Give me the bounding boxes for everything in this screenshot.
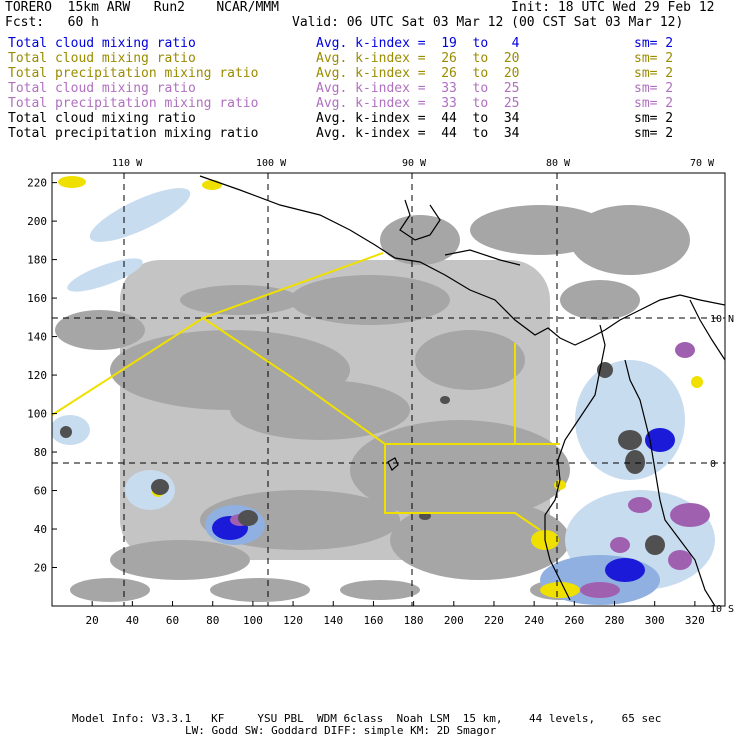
legend-field: Total precipitation mixing ratio — [8, 96, 259, 111]
legend-index: Avg. k-index = 33 to 25 — [316, 96, 520, 111]
x-tick-marks — [91, 601, 696, 606]
legend-field: Total cloud mixing ratio — [8, 111, 196, 126]
legend-sm: sm= 2 — [634, 111, 674, 126]
y-tick-label: 20 — [34, 562, 47, 575]
legend-index: Avg. k-index = 33 to 25 — [316, 81, 520, 96]
lat-label: 0 — [710, 459, 716, 470]
lon-label: 100 W — [256, 158, 287, 169]
x-tick-label: 300 — [645, 614, 665, 627]
legend-index: Avg. k-index = 26 to 20 — [316, 66, 520, 81]
x-tick-label: 100 — [243, 614, 263, 627]
y-tick-label: 180 — [27, 254, 47, 267]
model-title: TORERO 15km ARW Run2 NCAR/MMM — [5, 0, 279, 15]
legend-sm: sm= 2 — [634, 81, 674, 96]
legend-field: Total cloud mixing ratio — [8, 51, 196, 66]
y-tick-label: 120 — [27, 369, 47, 382]
y-tick-label: 80 — [34, 446, 47, 459]
x-tick-label: 120 — [283, 614, 303, 627]
legend-sm: sm= 2 — [634, 36, 674, 51]
x-tick-label: 180 — [404, 614, 424, 627]
init-time: Init: 18 UTC Wed 29 Feb 12 — [511, 0, 715, 15]
x-tick-label: 80 — [206, 614, 219, 627]
y-tick-label: 40 — [34, 523, 47, 536]
grid-lines — [52, 173, 725, 606]
lon-label: 70 W — [690, 158, 715, 169]
y-tick-label: 100 — [27, 408, 47, 421]
legend-sm: sm= 2 — [634, 66, 674, 81]
legend-sm: sm= 2 — [634, 96, 674, 111]
lon-label: 110 W — [112, 158, 143, 169]
x-tick-label: 140 — [323, 614, 343, 627]
legend-index: Avg. k-index = 26 to 20 — [316, 51, 520, 66]
forecast-hour: Fcst: 60 h — [5, 15, 99, 30]
legend-index: Avg. k-index = 44 to 34 — [316, 111, 520, 126]
x-tick-label: 220 — [484, 614, 504, 627]
region-boundaries — [52, 252, 560, 531]
x-tick-label: 320 — [685, 614, 705, 627]
y-tick-label: 140 — [27, 331, 47, 344]
coastlines — [199, 175, 725, 606]
valid-time: Valid: 06 UTC Sat 03 Mar 12 (00 CST Sat … — [292, 15, 684, 30]
lon-label: 90 W — [402, 158, 427, 169]
lat-label: 10 S — [710, 604, 734, 615]
model-info: Model Info: V3.3.1 KF YSU PBL WDM 6class… — [72, 712, 662, 725]
legend-sm: sm= 2 — [634, 51, 674, 66]
legend-sm: sm= 2 — [634, 126, 674, 141]
x-tick-label: 40 — [126, 614, 139, 627]
y-tick-label: 60 — [34, 485, 47, 498]
plot-frame — [51, 172, 726, 607]
x-tick-label: 260 — [564, 614, 584, 627]
y-tick-label: 220 — [27, 177, 47, 190]
legend-field: Total precipitation mixing ratio — [8, 126, 259, 141]
x-tick-label: 280 — [605, 614, 625, 627]
lon-label: 80 W — [546, 158, 571, 169]
legend-field: Total cloud mixing ratio — [8, 81, 196, 96]
x-tick-label: 200 — [444, 614, 464, 627]
x-tick-label: 160 — [363, 614, 383, 627]
legend-field: Total precipitation mixing ratio — [8, 66, 259, 81]
purple-precip-areas — [230, 342, 710, 598]
y-tick-marks — [52, 182, 57, 569]
legend-field: Total cloud mixing ratio — [8, 36, 196, 51]
legend-index: Avg. k-index = 44 to 34 — [316, 126, 520, 141]
legend-index: Avg. k-index = 19 to 4 — [316, 36, 520, 51]
x-tick-label: 240 — [524, 614, 544, 627]
x-tick-label: 60 — [166, 614, 179, 627]
y-tick-label: 200 — [27, 215, 47, 228]
dark-cloud-cores — [60, 362, 665, 555]
lat-label: 10 N — [710, 314, 734, 325]
physics-info: LW: Godd SW: Goddard DIFF: simple KM: 2D… — [185, 724, 497, 737]
y-tick-label: 160 — [27, 292, 47, 305]
x-tick-label: 20 — [86, 614, 99, 627]
